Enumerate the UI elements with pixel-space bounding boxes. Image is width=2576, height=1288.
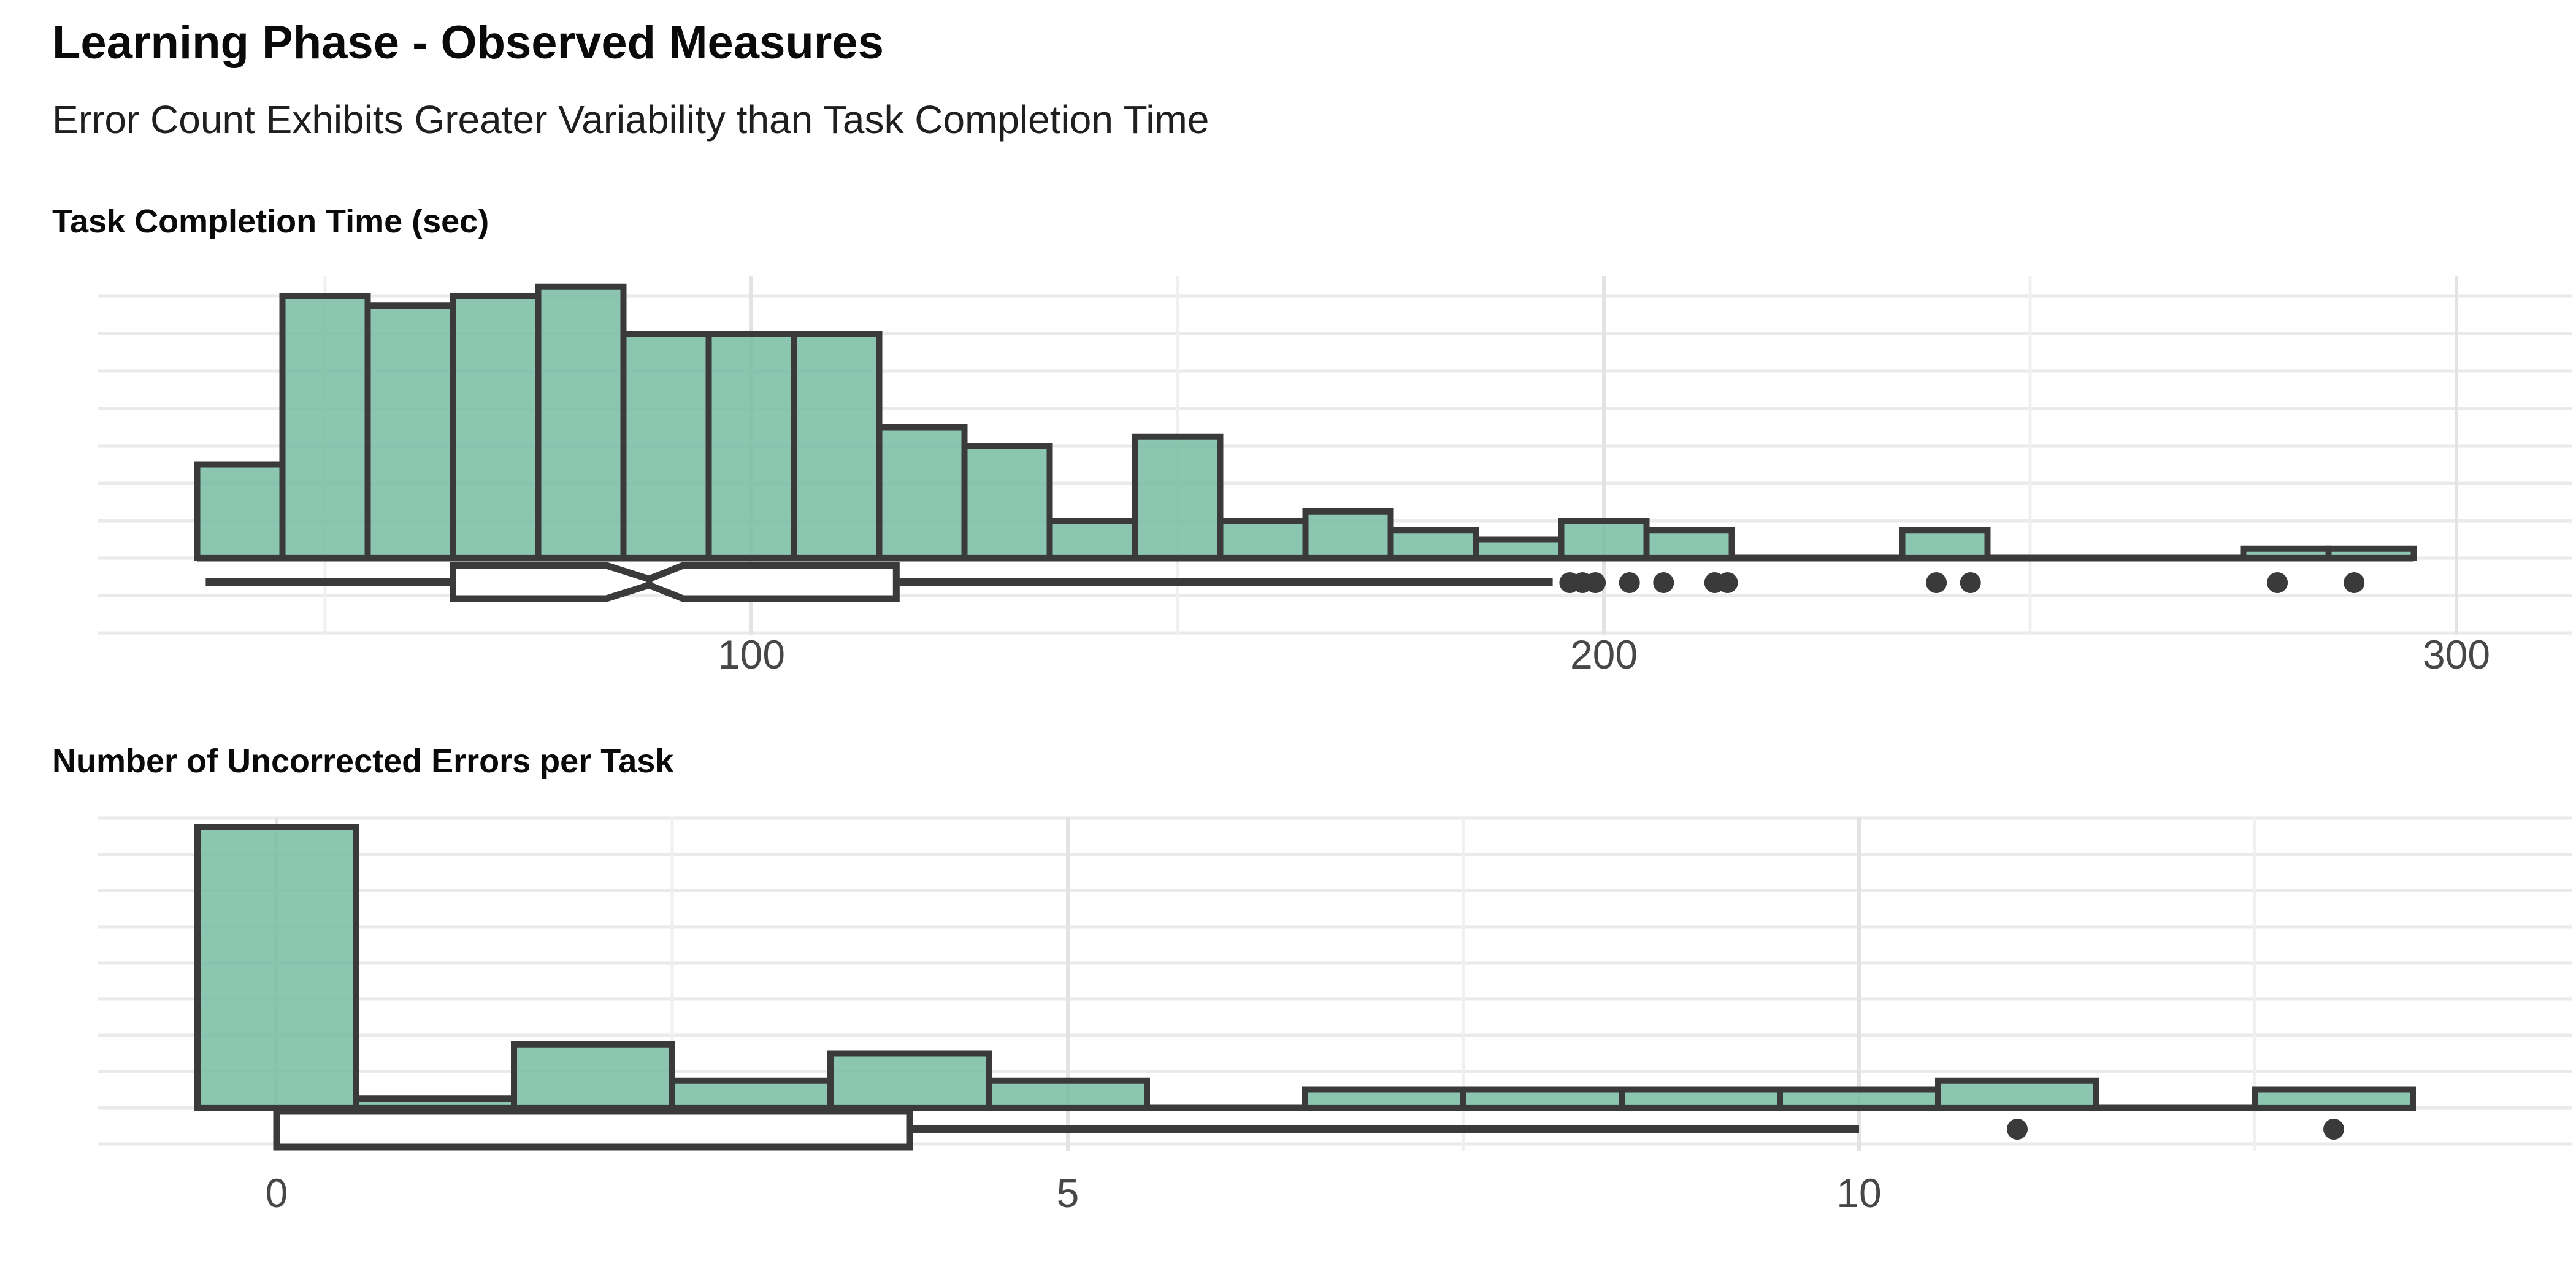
histogram-bar — [1217, 518, 1309, 561]
histogram-bar — [1046, 518, 1138, 561]
x-tick-label: 0 — [266, 1170, 288, 1216]
figure-title: Learning Phase - Observed Measures — [52, 17, 884, 69]
outlier-point — [2267, 572, 2288, 593]
outlier-point — [2007, 1119, 2028, 1140]
histogram-bar — [1777, 1086, 1941, 1111]
histogram-bar — [1899, 527, 1991, 561]
panel1-histogram — [194, 283, 2417, 561]
histogram-bar — [1387, 527, 1479, 561]
histogram-bar — [1643, 527, 1735, 561]
panel2-histogram — [194, 824, 2416, 1111]
outlier-point — [1619, 572, 1640, 593]
x-tick-label: 10 — [1836, 1170, 1881, 1216]
histogram-bar — [511, 1041, 675, 1111]
outlier-point — [1653, 572, 1674, 593]
histogram-bar — [791, 331, 883, 561]
panel2-boxplot — [273, 1108, 2344, 1151]
outlier-point — [2344, 572, 2365, 593]
histogram-bar — [961, 443, 1053, 561]
panel1-boxplot — [205, 562, 2365, 602]
outlier-point — [2323, 1119, 2344, 1140]
outlier-point — [1926, 572, 1947, 593]
outlier-point — [1717, 572, 1738, 593]
histogram-bar — [1302, 1086, 1466, 1111]
boxplot-box-notched — [450, 562, 900, 602]
histogram-bar — [535, 283, 627, 561]
histogram-bar — [2325, 545, 2417, 561]
histogram-bar — [194, 824, 359, 1111]
histogram-bar — [1558, 518, 1650, 561]
histogram-bar — [669, 1077, 834, 1111]
panel1-title: Task Completion Time (sec) — [52, 203, 489, 240]
histogram-bar — [1473, 536, 1565, 561]
histogram-bar — [1935, 1077, 2099, 1111]
histogram-bar — [1302, 508, 1394, 561]
histogram-bar — [1132, 433, 1224, 561]
boxplot-box — [273, 1108, 913, 1151]
outlier-point — [1585, 572, 1606, 593]
x-tick-label: 300 — [2423, 632, 2490, 677]
x-tick-label: 200 — [1570, 632, 1638, 677]
panel2-plot: 0 5 10 — [98, 816, 2572, 1216]
panel1-plot: 100 200 300 — [98, 276, 2572, 677]
histogram-bar — [1619, 1086, 1783, 1111]
panel2-title: Number of Uncorrected Errors per Task — [52, 743, 674, 780]
histogram-bar — [876, 424, 968, 561]
histogram-bar — [827, 1050, 992, 1111]
histogram-bar — [194, 461, 286, 561]
histogram-bar — [620, 331, 712, 561]
histogram-bar — [353, 1095, 517, 1111]
histogram-bar — [2252, 1086, 2416, 1111]
x-tick-label: 100 — [718, 632, 785, 677]
histogram-bar — [279, 293, 371, 561]
histogram-bar — [1460, 1086, 1625, 1111]
outlier-point — [1960, 572, 1981, 593]
histogram-bar — [2240, 545, 2332, 561]
histogram-bar — [364, 302, 456, 561]
x-tick-label: 5 — [1057, 1170, 1079, 1216]
histogram-bar — [705, 331, 797, 561]
histogram-bar — [986, 1077, 1150, 1111]
histogram-bar — [450, 293, 542, 561]
figure-subtitle: Error Count Exhibits Greater Variability… — [52, 98, 1209, 142]
